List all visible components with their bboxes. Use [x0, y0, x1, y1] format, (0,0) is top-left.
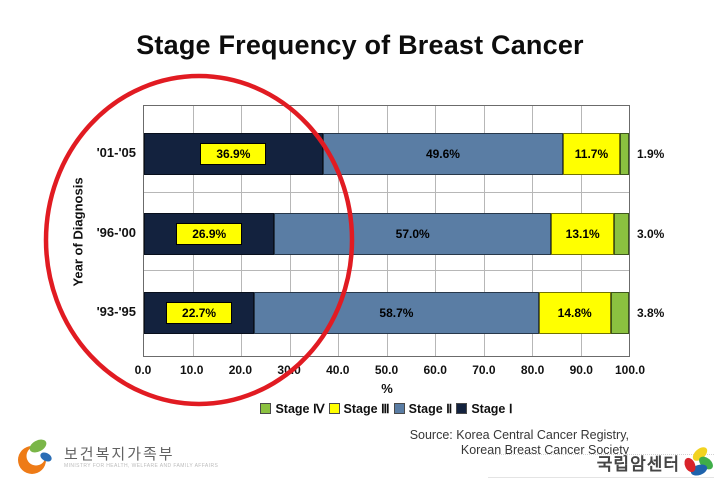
x-tick-label: 40.0: [326, 363, 350, 377]
segment-value-label: 26.9%: [176, 223, 243, 245]
source-line-1: Source: Korea Central Cancer Registry,: [409, 428, 629, 442]
footer-divider-bottom: [488, 477, 714, 478]
x-tick-label: 90.0: [569, 363, 593, 377]
legend-label: Stage Ⅳ: [275, 401, 325, 416]
x-tick-label: 0.0: [134, 363, 152, 377]
y-tick-label: '96-'00: [96, 225, 136, 240]
segment-value-label: 36.9%: [200, 143, 267, 165]
source-line-2: Korean Breast Cancer Society: [460, 443, 629, 457]
bar-row: 26.9% 57.0% 13.1% 3.0%: [144, 213, 664, 255]
x-tick-label: 20.0: [228, 363, 253, 377]
x-axis-title: %: [381, 381, 393, 396]
bar-segment: 22.7%: [144, 292, 255, 334]
segment-value-label: 57.0%: [395, 227, 430, 241]
mohw-org-name: 보건복지가족부: [64, 445, 175, 463]
outside-value-label: 3.0%: [637, 227, 665, 241]
page-title: Stage Frequency of Breast Cancer: [136, 30, 584, 60]
y-tick-label: '93-'95: [96, 304, 136, 319]
bar-segment: 13.1%: [550, 213, 615, 255]
legend-item: Stage Ⅳ: [260, 401, 325, 416]
legend-label: Stage Ⅲ: [343, 401, 390, 416]
y-tick-label: '01-'05: [96, 145, 136, 160]
x-tick-label: 60.0: [423, 363, 447, 377]
segment-value-label: 49.6%: [425, 147, 460, 161]
bar-row: 36.9% 49.6% 11.7% 1.9%: [144, 133, 664, 175]
bar-segment: 58.7%: [254, 292, 539, 334]
legend-label: Stage Ⅰ: [471, 401, 513, 416]
segment-value-label: 22.7%: [166, 302, 233, 324]
outside-value-label: 1.9%: [637, 147, 665, 161]
bar-segment: 49.6%: [322, 133, 564, 175]
x-tick-label: 80.0: [520, 363, 545, 377]
legend: Stage Ⅳ Stage Ⅲ Stage Ⅱ Stage Ⅰ: [143, 400, 630, 416]
mohw-logo: 보건복지가족부 MINISTRY FOR HEALTH, WELFARE AND…: [12, 437, 218, 477]
mohw-org-subtitle: MINISTRY FOR HEALTH, WELFARE AND FAMILY …: [64, 462, 219, 469]
segment-value-label: 13.1%: [565, 227, 600, 241]
x-tick-label: 10.0: [180, 363, 204, 377]
bar-segment: 14.8%: [538, 292, 611, 334]
bar-segment: [614, 213, 629, 255]
legend-item: Stage Ⅱ: [393, 401, 453, 416]
ncc-pinwheel-logo-icon: [684, 447, 713, 476]
bar-segment: 11.7%: [563, 133, 620, 175]
source-citation: Source: Korea Central Cancer Registry, K…: [410, 428, 629, 458]
bar-segment: [619, 133, 630, 175]
ncc-logo: 국립암센터: [597, 447, 714, 477]
bar-segment: [610, 292, 629, 334]
outside-value-label: 3.8%: [637, 306, 665, 320]
x-tick-labels: 0.0 10.0 20.0 30.0 40.0 50.0 60.0 70.0 80.0 90.0 1…: [135, 363, 645, 378]
segment-value-label: 14.8%: [557, 306, 592, 320]
bar-row: 22.7% 58.7% 14.8% 3.8%: [144, 292, 664, 334]
gridline-horizontal: [144, 191, 629, 193]
legend-swatch: [328, 402, 340, 414]
legend-item: Stage Ⅲ: [328, 401, 390, 416]
segment-value-label: 58.7%: [379, 306, 414, 320]
x-tick-label: 100.0: [614, 363, 646, 377]
bar-segment: 26.9%: [144, 213, 275, 255]
mohw-swirl-logo-icon: [18, 439, 52, 474]
legend-swatch: [260, 402, 272, 414]
footer-divider-top: [488, 454, 714, 455]
x-tick-label: 50.0: [374, 363, 399, 377]
segment-value-label: 11.7%: [574, 147, 609, 161]
bar-segment: 57.0%: [274, 213, 551, 255]
x-tick-label: 30.0: [277, 363, 301, 377]
bar-segment: 36.9%: [144, 133, 323, 175]
ncc-org-name: 국립암센터: [596, 454, 680, 474]
plot-area: 36.9% 49.6% 11.7% 1.9% 26.9% 57.0% 13.1% 3.0% 22…: [143, 105, 664, 357]
x-tick-label: 70.0: [472, 363, 496, 377]
legend-label: Stage Ⅱ: [408, 401, 453, 416]
legend-swatch: [456, 402, 468, 414]
legend-swatch: [393, 402, 405, 414]
gridline-horizontal: [144, 270, 629, 272]
mohw-logo-text: 보건복지가족부 MINISTRY FOR HEALTH, WELFARE AND…: [64, 446, 218, 469]
legend-item: Stage Ⅰ: [456, 401, 513, 416]
